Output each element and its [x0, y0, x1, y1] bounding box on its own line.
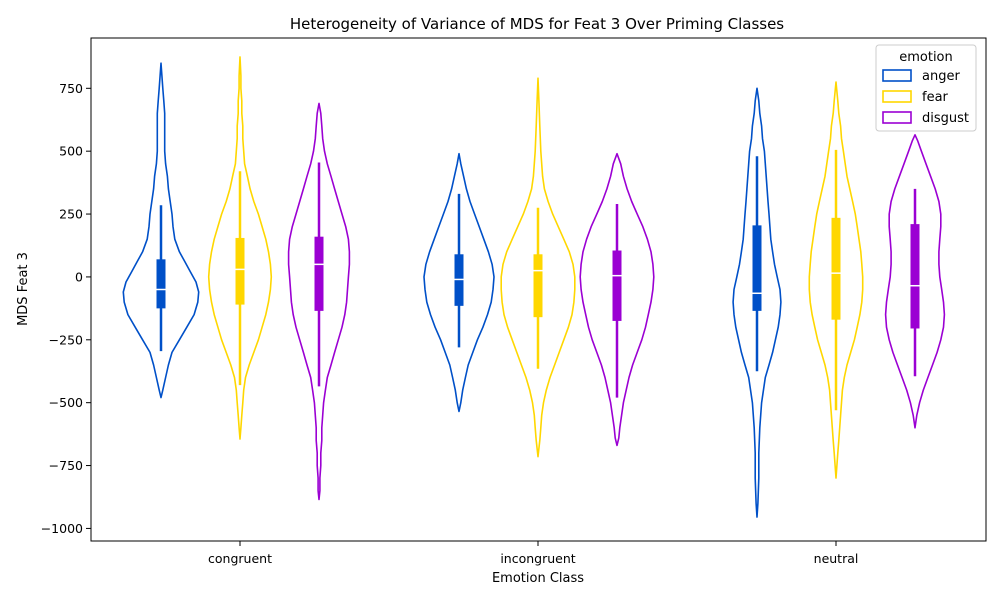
y-tick-label: −1000 [41, 521, 83, 536]
violin-iqr-box [910, 224, 920, 329]
violin-iqr-box [752, 225, 762, 311]
legend-title: emotion [899, 50, 953, 65]
violin-anger-neutral [732, 87, 782, 518]
violin-iqr-box [235, 237, 245, 305]
y-tick-label: 0 [75, 269, 83, 284]
legend-label-anger: anger [922, 69, 960, 84]
violin-outline [122, 62, 200, 399]
legend-label-fear: fear [922, 90, 949, 105]
plot-frame [90, 37, 987, 542]
violin-anger-incongruent [423, 152, 495, 413]
legend-swatch-disgust [882, 111, 912, 124]
x-tick-label-incongruent: incongruent [500, 551, 575, 566]
y-tick-label: −500 [49, 395, 83, 410]
x-tick-label-congruent: congruent [208, 551, 272, 566]
violin-disgust-neutral [884, 134, 946, 429]
x-axis-label: Emotion Class [492, 571, 584, 586]
y-tick-label: 750 [59, 81, 83, 96]
violin-outline [808, 81, 864, 479]
violin-disgust-congruent [287, 102, 351, 501]
violin-iqr-box [533, 254, 543, 318]
y-tick-label: −250 [49, 332, 83, 347]
y-axis: −1000 −750 −500 −250 0 250 500 750 [41, 81, 91, 536]
violin-outline [207, 56, 273, 440]
violin-outline [579, 152, 655, 447]
violin-fear-incongruent [500, 77, 576, 458]
violin-iqr-box [612, 250, 622, 321]
plot-area [122, 56, 946, 518]
violin-iqr-box [156, 259, 166, 309]
violin-fear-congruent [207, 56, 273, 440]
y-tick-label: 500 [59, 144, 83, 159]
violin-outline [884, 134, 946, 429]
legend-box [875, 44, 977, 132]
violin-disgust-incongruent [579, 152, 655, 447]
x-axis: congruent incongruent neutral [208, 541, 858, 566]
legend-swatch-anger [882, 69, 912, 82]
chart-title: Heterogeneity of Variance of MDS for Fea… [290, 15, 784, 33]
violin-iqr-box [314, 236, 324, 311]
violin-outline [500, 77, 576, 458]
legend-label-disgust: disgust [922, 111, 969, 126]
violin-fear-neutral [808, 81, 864, 479]
x-tick-label-neutral: neutral [814, 551, 859, 566]
y-axis-label: MDS Feat 3 [16, 252, 31, 326]
violin-iqr-box [831, 217, 841, 320]
legend: emotion anger fear disgust [875, 44, 977, 132]
y-tick-label: 250 [59, 207, 83, 222]
violin-outline [423, 152, 495, 413]
y-tick-label: −750 [49, 458, 83, 473]
legend-entries: anger fear disgust [882, 69, 969, 126]
violin-outline [732, 87, 782, 518]
violin-anger-congruent [122, 62, 200, 399]
legend-swatch-fear [882, 90, 912, 103]
violin-outline [287, 102, 351, 501]
